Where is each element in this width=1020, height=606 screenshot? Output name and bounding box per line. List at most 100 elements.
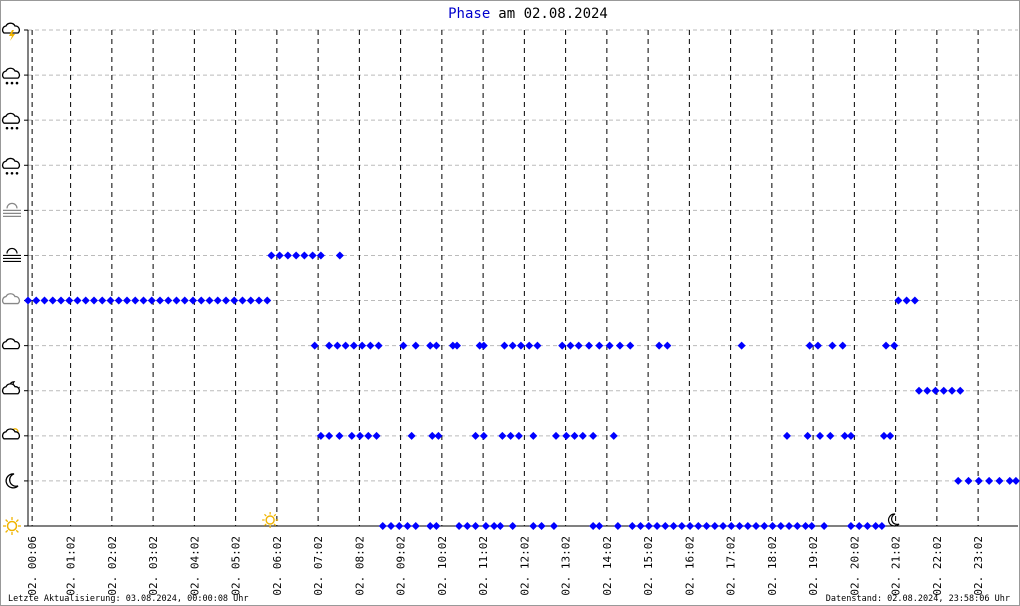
data-point bbox=[114, 296, 123, 305]
x-tick-label: 02. 21:02 bbox=[890, 536, 903, 596]
data-point bbox=[98, 296, 107, 305]
icon-drop bbox=[15, 81, 19, 85]
data-point bbox=[172, 296, 181, 305]
data-point bbox=[813, 341, 822, 350]
data-point bbox=[566, 341, 575, 350]
data-point bbox=[902, 296, 911, 305]
data-point bbox=[479, 341, 488, 350]
data-point bbox=[871, 522, 880, 530]
icon-cloud bbox=[1, 112, 20, 124]
data-point bbox=[366, 341, 375, 350]
moon bbox=[887, 513, 900, 527]
data-point bbox=[877, 522, 886, 530]
data-point bbox=[308, 251, 317, 260]
data-point bbox=[73, 296, 82, 305]
y-tick-icon bbox=[1, 112, 20, 130]
data-point bbox=[570, 431, 579, 440]
data-point bbox=[886, 431, 895, 440]
data-point bbox=[702, 522, 711, 530]
data-point bbox=[838, 341, 847, 350]
data-point bbox=[131, 296, 140, 305]
data-point bbox=[737, 341, 746, 350]
data-point bbox=[316, 431, 325, 440]
x-tick-label: 02. 23:02 bbox=[972, 536, 985, 596]
y-tick-icon bbox=[1, 428, 20, 440]
data-point bbox=[840, 431, 849, 440]
data-point bbox=[995, 476, 1004, 485]
sun-ray bbox=[273, 523, 277, 527]
data-point bbox=[595, 341, 604, 350]
y-tick-icon bbox=[1, 293, 20, 305]
data-point bbox=[552, 431, 560, 440]
icon-sun bbox=[6, 520, 18, 532]
title-series: Phase bbox=[448, 6, 490, 22]
data-point bbox=[267, 251, 276, 260]
data-point bbox=[793, 522, 802, 530]
icon-cloud bbox=[1, 383, 20, 395]
y-tick-icon bbox=[1, 381, 20, 395]
data-point bbox=[826, 431, 835, 440]
data-point bbox=[803, 431, 812, 440]
data-point bbox=[677, 522, 686, 530]
data-point bbox=[255, 296, 263, 305]
data-point bbox=[894, 296, 903, 305]
data-point bbox=[395, 522, 404, 530]
data-point bbox=[514, 431, 523, 440]
x-tick-label: 02. 05:02 bbox=[230, 536, 243, 596]
data-point bbox=[985, 476, 994, 485]
x-tick-label: 02. 01:02 bbox=[65, 536, 78, 596]
data-point bbox=[310, 341, 319, 350]
data-point bbox=[663, 341, 672, 350]
data-point bbox=[727, 522, 736, 530]
data-point bbox=[846, 522, 855, 530]
data-point bbox=[325, 341, 334, 350]
x-tick-label: 02. 11:02 bbox=[477, 536, 490, 596]
data-point bbox=[516, 341, 525, 350]
x-tick-label: 02. 20:02 bbox=[848, 536, 861, 596]
icon-cloud bbox=[1, 338, 20, 350]
data-point bbox=[387, 522, 395, 530]
data-point bbox=[948, 386, 956, 395]
sun-ray bbox=[273, 513, 277, 517]
data-point bbox=[32, 296, 41, 305]
data-point bbox=[508, 522, 517, 530]
data-point bbox=[529, 431, 538, 440]
data-point bbox=[481, 522, 490, 530]
data-point bbox=[275, 251, 284, 260]
y-tick-icon bbox=[1, 67, 20, 85]
data-point bbox=[479, 431, 488, 440]
data-point bbox=[432, 341, 441, 350]
data-point bbox=[719, 522, 728, 530]
x-tick-label: 02. 16:02 bbox=[683, 536, 696, 596]
data-point bbox=[48, 296, 57, 305]
data-point bbox=[428, 431, 437, 440]
data-point bbox=[246, 296, 255, 305]
y-tick-icon bbox=[3, 517, 21, 535]
data-point bbox=[238, 296, 247, 305]
data-point bbox=[180, 296, 189, 305]
data-point bbox=[863, 522, 872, 530]
chart-title: Phase am 02.08.2024 bbox=[448, 6, 608, 22]
data-point bbox=[783, 431, 791, 440]
data-point bbox=[801, 522, 810, 530]
data-point bbox=[453, 341, 461, 350]
x-tick-label: 02. 07:02 bbox=[312, 536, 325, 596]
sunset-icon bbox=[887, 513, 900, 527]
data-point bbox=[358, 341, 367, 350]
icon-drop bbox=[10, 126, 14, 130]
data-point bbox=[954, 476, 963, 485]
data-point bbox=[300, 251, 309, 260]
data-point bbox=[1011, 476, 1020, 485]
data-point bbox=[230, 296, 239, 305]
icon-cloud bbox=[1, 67, 20, 79]
icon-ray bbox=[5, 529, 9, 533]
data-point bbox=[669, 522, 678, 530]
data-point bbox=[197, 296, 206, 305]
data-point bbox=[147, 296, 156, 305]
data-point bbox=[609, 431, 618, 440]
icon-cloud bbox=[1, 293, 20, 305]
data-point bbox=[882, 341, 890, 350]
data-point bbox=[956, 386, 965, 395]
data-point bbox=[292, 251, 301, 260]
data-point bbox=[529, 522, 538, 530]
